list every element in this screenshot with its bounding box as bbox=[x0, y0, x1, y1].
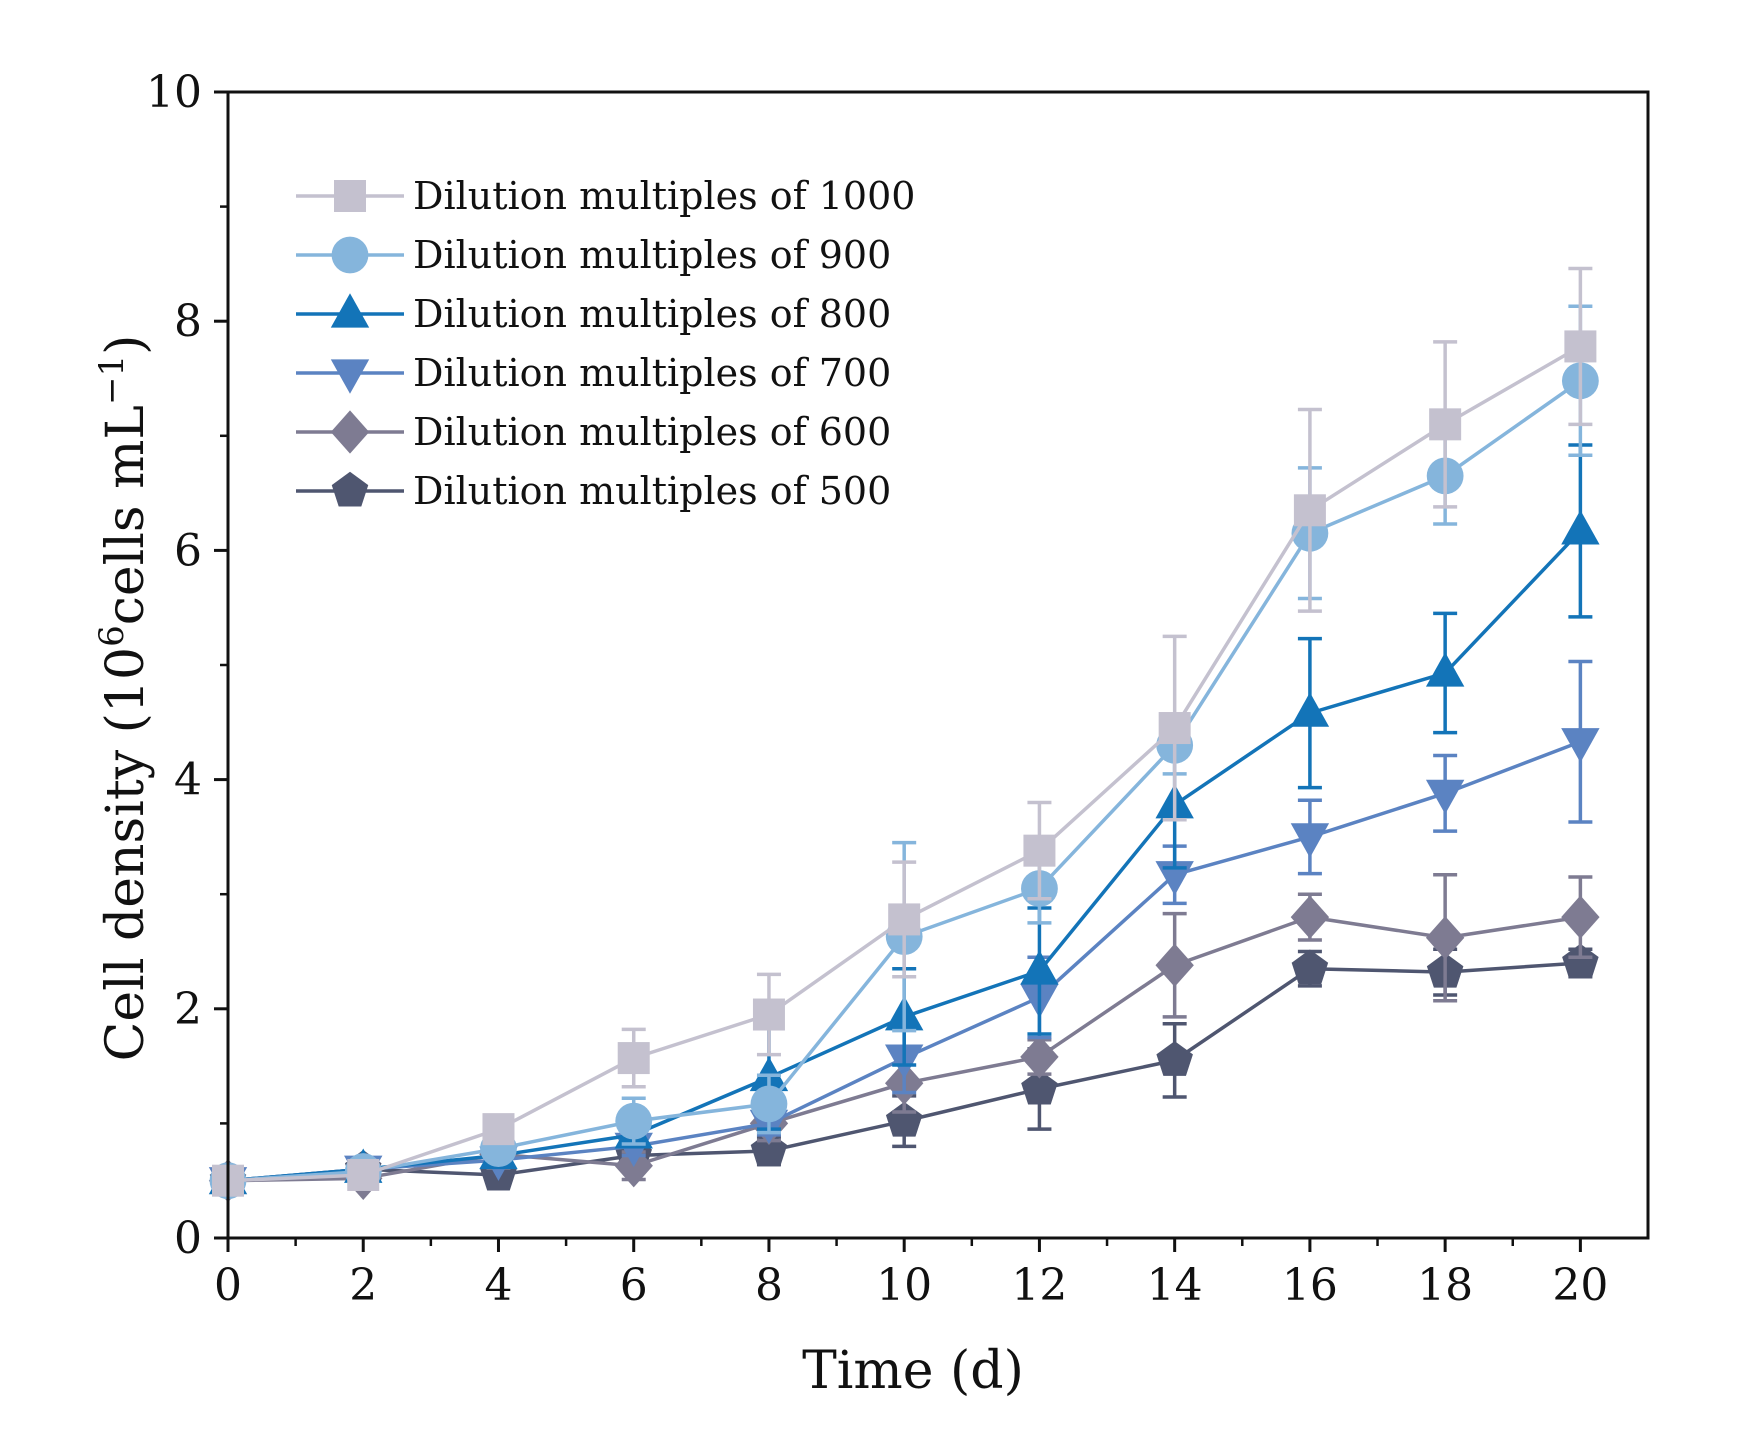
x-tick-label: 4 bbox=[484, 1260, 512, 1311]
legend-label: Dilution multiples of 900 bbox=[413, 233, 891, 277]
legend-label: Dilution multiples of 1000 bbox=[413, 174, 915, 218]
x-tick-label: 14 bbox=[1147, 1260, 1203, 1311]
legend-entry: Dilution multiples of 500 bbox=[296, 469, 891, 513]
data-point bbox=[750, 1085, 788, 1123]
y-tick-label: 10 bbox=[146, 67, 202, 118]
x-tick-label: 20 bbox=[1552, 1260, 1608, 1311]
legend-label: Dilution multiples of 700 bbox=[413, 351, 891, 395]
data-point bbox=[617, 1042, 650, 1075]
legend-label: Dilution multiples of 500 bbox=[413, 469, 891, 513]
y-axis-title: Cell density (106cells mL−1) bbox=[92, 335, 156, 1062]
data-point bbox=[1561, 728, 1600, 763]
data-point bbox=[1158, 712, 1191, 745]
legend-marker bbox=[330, 293, 370, 328]
legend: Dilution multiples of 1000 Dilution multi… bbox=[296, 174, 915, 513]
legend-entry: Dilution multiples of 700 bbox=[296, 351, 891, 395]
data-point bbox=[1290, 823, 1330, 858]
data-point bbox=[1155, 861, 1194, 896]
data-point bbox=[1290, 895, 1330, 939]
series-group bbox=[212, 266, 1597, 1197]
data-point bbox=[1155, 943, 1194, 987]
data-point bbox=[1425, 779, 1465, 815]
y-axis-title-prefix: Cell density (10 bbox=[96, 647, 156, 1061]
x-tick-label: 16 bbox=[1282, 1260, 1338, 1311]
x-tick-label: 12 bbox=[1011, 1260, 1067, 1311]
data-point bbox=[1429, 408, 1462, 441]
data-point bbox=[1291, 949, 1329, 985]
data-point bbox=[1020, 1035, 1059, 1079]
data-point bbox=[752, 998, 785, 1031]
data-point bbox=[1290, 692, 1330, 727]
y-tick-label: 6 bbox=[174, 525, 202, 576]
legend-entry: Dilution multiples of 800 bbox=[296, 292, 891, 336]
y-axis-title-suffix: ) bbox=[96, 335, 156, 355]
legend-marker bbox=[334, 180, 366, 212]
data-point bbox=[482, 1113, 515, 1146]
data-point bbox=[1293, 494, 1326, 527]
x-tick-label: 8 bbox=[755, 1260, 783, 1311]
y-tick-label: 8 bbox=[174, 296, 202, 347]
data-point bbox=[347, 1158, 380, 1191]
data-point bbox=[1425, 916, 1465, 960]
data-point bbox=[615, 1102, 653, 1140]
data-point bbox=[1156, 1041, 1193, 1076]
y-tick-label: 2 bbox=[174, 984, 202, 1035]
data-point bbox=[1023, 834, 1056, 867]
data-point bbox=[1021, 1069, 1058, 1105]
legend-label: Dilution multiples of 600 bbox=[413, 410, 891, 454]
y-axis-title-unit-exponent: −1 bbox=[92, 355, 132, 405]
x-tick-label: 6 bbox=[620, 1260, 648, 1311]
y-axis-title-middle: cells mL bbox=[96, 405, 156, 625]
y-axis-title-exponent: 6 bbox=[92, 625, 132, 647]
data-point bbox=[1561, 895, 1600, 939]
x-tick-label: 10 bbox=[876, 1260, 932, 1311]
legend-entry: Dilution multiples of 600 bbox=[296, 410, 891, 454]
x-tick-label: 18 bbox=[1417, 1260, 1473, 1311]
legend-entry: Dilution multiples of 900 bbox=[296, 233, 891, 277]
legend-label: Dilution multiples of 800 bbox=[413, 292, 891, 336]
data-point bbox=[1564, 330, 1597, 363]
data-point bbox=[1561, 510, 1600, 545]
data-point bbox=[888, 903, 921, 936]
legend-entry: Dilution multiples of 1000 bbox=[296, 174, 915, 218]
data-point bbox=[1562, 943, 1599, 979]
x-axis-title: Time (d) bbox=[802, 1341, 1024, 1401]
legend-marker bbox=[330, 410, 370, 454]
y-tick-label: 0 bbox=[174, 1213, 202, 1264]
axis-ticks: 0 2 4 6 8 10 12 14 16 18 20 0 2 4 6 8 10 bbox=[146, 67, 1608, 1311]
x-tick-label: 2 bbox=[349, 1260, 377, 1311]
legend-marker bbox=[330, 359, 370, 394]
y-tick-label: 4 bbox=[174, 755, 202, 806]
data-point bbox=[1020, 950, 1059, 985]
legend-marker bbox=[331, 471, 369, 507]
data-marks bbox=[208, 266, 1600, 1203]
x-tick-label: 0 bbox=[214, 1260, 242, 1311]
data-point bbox=[1425, 652, 1465, 687]
legend-marker bbox=[331, 236, 369, 274]
